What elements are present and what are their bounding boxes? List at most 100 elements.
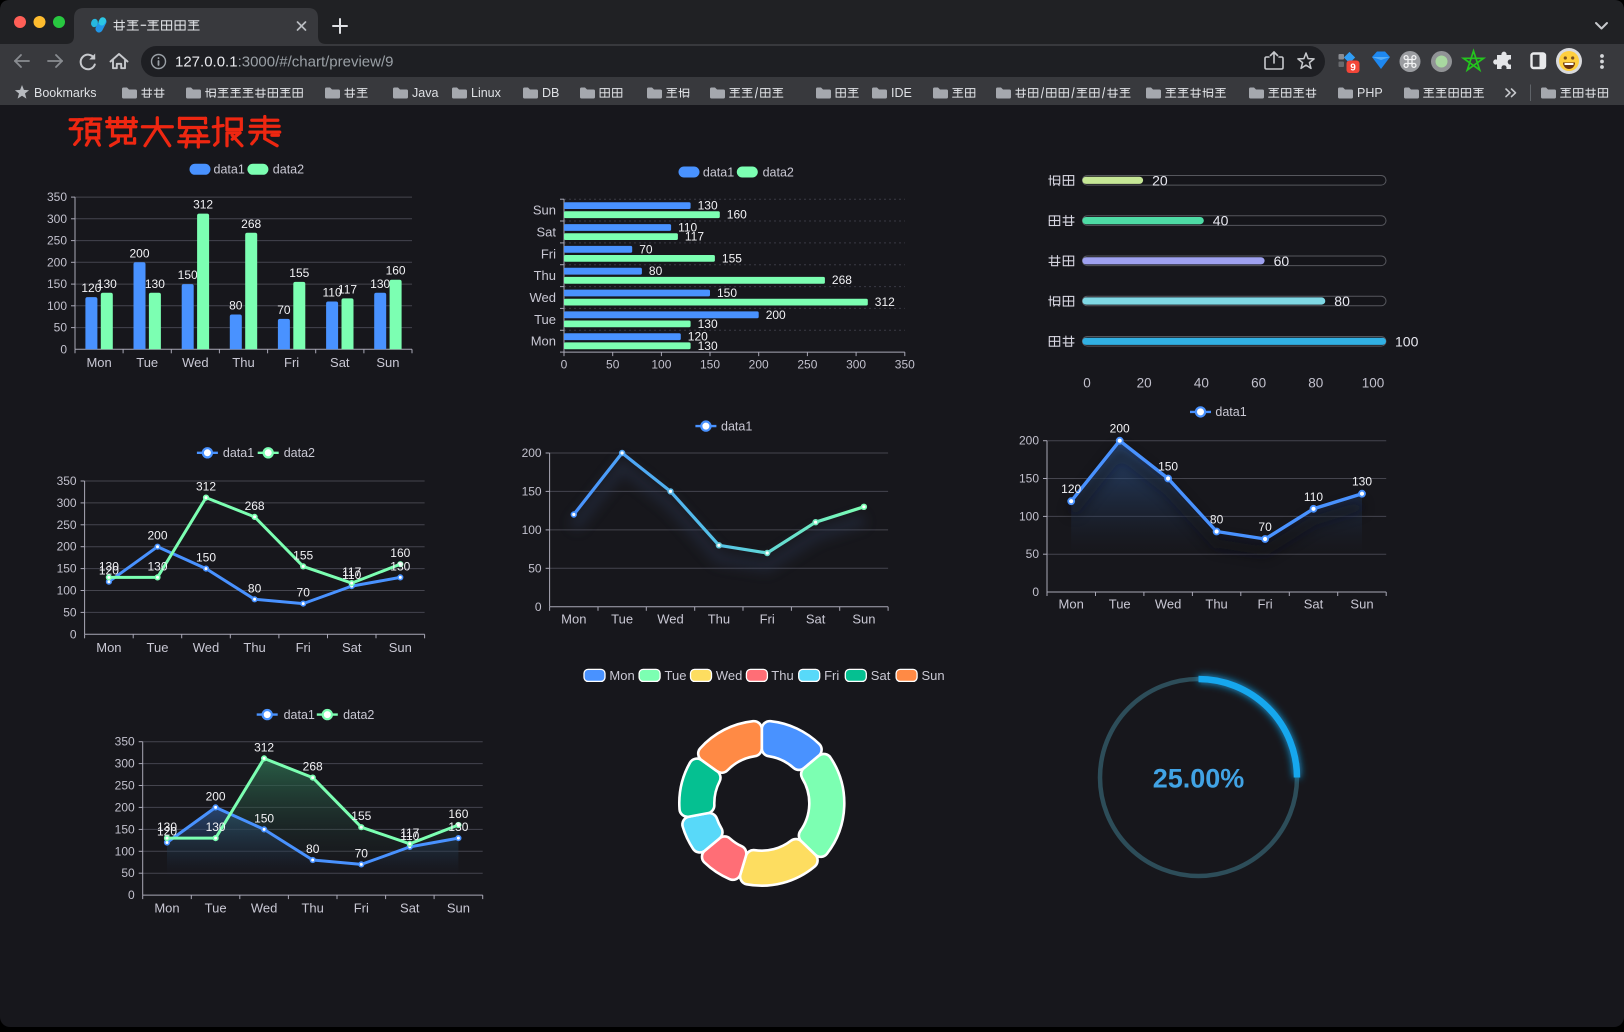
svg-text:155: 155 xyxy=(289,266,309,280)
svg-text:250: 250 xyxy=(797,358,817,372)
svg-text:130: 130 xyxy=(1352,475,1372,489)
svg-text:130: 130 xyxy=(157,820,177,834)
svg-text:Thu: Thu xyxy=(232,355,254,370)
svg-text:0: 0 xyxy=(1083,376,1091,391)
svg-text:200: 200 xyxy=(206,789,226,803)
svg-text:350: 350 xyxy=(47,190,67,204)
svg-text:150: 150 xyxy=(57,562,77,576)
svg-text:Sun: Sun xyxy=(922,668,945,683)
svg-text:0: 0 xyxy=(128,888,135,902)
svg-text:Java: Java xyxy=(412,86,438,100)
svg-text:80: 80 xyxy=(306,842,320,856)
svg-text:50: 50 xyxy=(1026,547,1040,561)
svg-text:300: 300 xyxy=(57,496,77,510)
svg-text:70: 70 xyxy=(355,846,369,860)
svg-text:Sat: Sat xyxy=(400,901,420,916)
svg-text:data1: data1 xyxy=(284,708,315,722)
svg-text:0: 0 xyxy=(70,627,77,641)
svg-text:data1: data1 xyxy=(703,165,734,179)
svg-text:data2: data2 xyxy=(343,708,374,722)
svg-text:312: 312 xyxy=(196,480,216,494)
svg-text:100: 100 xyxy=(1019,509,1039,523)
svg-text:80: 80 xyxy=(1308,376,1323,391)
svg-text:0: 0 xyxy=(561,358,568,372)
svg-text:100: 100 xyxy=(1395,333,1419,349)
svg-text:60: 60 xyxy=(1251,376,1266,391)
svg-text:IDE: IDE xyxy=(891,86,912,100)
svg-text:100: 100 xyxy=(651,358,671,372)
svg-text:150: 150 xyxy=(196,551,216,565)
svg-text:100: 100 xyxy=(1362,376,1385,391)
svg-text:350: 350 xyxy=(57,474,77,488)
svg-text:312: 312 xyxy=(875,295,895,309)
svg-text:350: 350 xyxy=(115,735,135,749)
svg-text:200: 200 xyxy=(1110,422,1130,436)
svg-text:Mon: Mon xyxy=(1059,597,1084,612)
svg-text:100: 100 xyxy=(115,844,135,858)
svg-text:Thu: Thu xyxy=(301,901,323,916)
svg-text:200: 200 xyxy=(1019,434,1039,448)
svg-text:50: 50 xyxy=(63,605,77,619)
svg-text:150: 150 xyxy=(178,268,198,282)
svg-text:Mon: Mon xyxy=(531,334,556,349)
svg-text:Sat: Sat xyxy=(806,611,826,626)
svg-text:130: 130 xyxy=(97,277,117,291)
svg-text:Thu: Thu xyxy=(771,668,793,683)
svg-text:Fri: Fri xyxy=(1258,597,1273,612)
svg-text:60: 60 xyxy=(1274,253,1290,269)
svg-text:DB: DB xyxy=(542,86,559,100)
svg-text:Thu: Thu xyxy=(1205,597,1227,612)
svg-text:Sat: Sat xyxy=(342,640,362,655)
svg-text:Sat: Sat xyxy=(871,668,891,683)
svg-text:50: 50 xyxy=(606,358,620,372)
svg-text:Fri: Fri xyxy=(354,901,369,916)
svg-text:data1: data1 xyxy=(214,163,245,177)
svg-text:150: 150 xyxy=(700,358,720,372)
svg-text:70: 70 xyxy=(1258,520,1272,534)
svg-text:200: 200 xyxy=(115,800,135,814)
svg-text:Tue: Tue xyxy=(205,901,227,916)
svg-text:Mon: Mon xyxy=(561,611,586,626)
svg-text:data2: data2 xyxy=(284,446,315,460)
svg-text:150: 150 xyxy=(1019,472,1039,486)
svg-text:Wed: Wed xyxy=(716,668,743,683)
svg-text:Mon: Mon xyxy=(609,668,634,683)
svg-text:0: 0 xyxy=(535,600,542,614)
svg-text:155: 155 xyxy=(722,251,742,265)
svg-text:160: 160 xyxy=(448,807,468,821)
svg-text:Wed: Wed xyxy=(657,611,684,626)
svg-text:Tue: Tue xyxy=(136,355,158,370)
svg-text:Sun: Sun xyxy=(852,611,875,626)
svg-text:80: 80 xyxy=(1334,293,1350,309)
svg-text:Fri: Fri xyxy=(296,640,311,655)
svg-text:data1: data1 xyxy=(223,446,254,460)
svg-text:70: 70 xyxy=(639,242,653,256)
svg-text:80: 80 xyxy=(1210,513,1224,527)
svg-text:data1: data1 xyxy=(721,419,752,433)
svg-text:117: 117 xyxy=(338,282,357,296)
svg-text:250: 250 xyxy=(47,234,67,248)
svg-text:Fri: Fri xyxy=(284,355,299,370)
svg-text:Wed: Wed xyxy=(530,290,557,305)
svg-text:Sat: Sat xyxy=(1304,597,1324,612)
svg-text:130: 130 xyxy=(145,277,165,291)
svg-text:Wed: Wed xyxy=(182,355,209,370)
svg-text:70: 70 xyxy=(297,586,311,600)
svg-text:Wed: Wed xyxy=(1155,597,1182,612)
svg-text:80: 80 xyxy=(649,264,663,278)
svg-text:160: 160 xyxy=(727,208,747,222)
svg-text:110: 110 xyxy=(1304,490,1323,504)
svg-text:50: 50 xyxy=(528,561,542,575)
svg-text:data2: data2 xyxy=(763,165,794,179)
svg-text:150: 150 xyxy=(717,286,737,300)
svg-text:Linux: Linux xyxy=(471,86,502,100)
svg-text:Tue: Tue xyxy=(1109,597,1131,612)
svg-text:150: 150 xyxy=(522,484,542,498)
svg-text:160: 160 xyxy=(390,546,410,560)
svg-text:70: 70 xyxy=(277,303,291,317)
svg-text:117: 117 xyxy=(685,230,704,244)
svg-text:268: 268 xyxy=(303,760,323,774)
svg-text:80: 80 xyxy=(229,299,243,313)
svg-text:200: 200 xyxy=(147,529,167,543)
svg-text:Sun: Sun xyxy=(376,355,399,370)
